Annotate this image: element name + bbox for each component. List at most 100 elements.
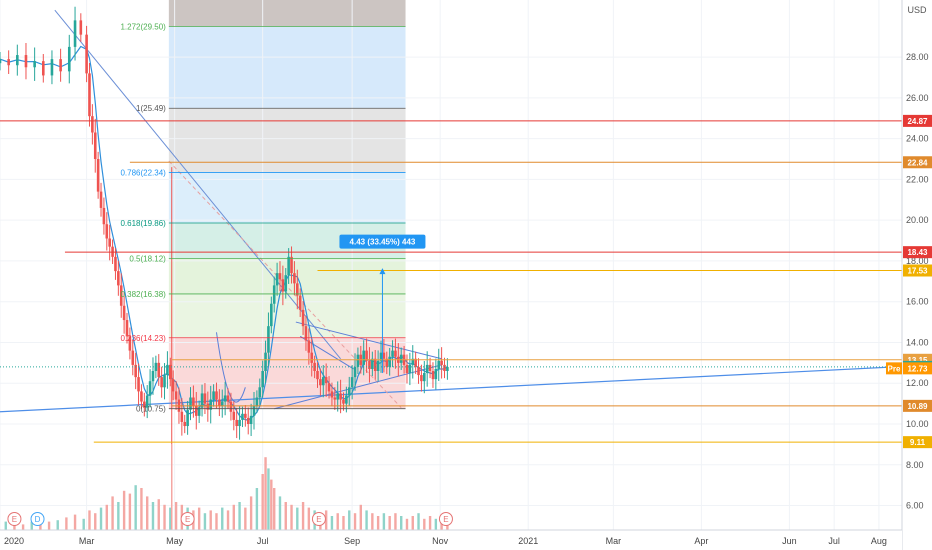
candle-body (186, 409, 189, 427)
candle-body (197, 407, 201, 416)
pre-market-tag: Pre (888, 364, 901, 373)
fib-zone-5 (168, 258, 406, 294)
candle-body (171, 379, 175, 392)
candle-body (437, 360, 441, 369)
volume-bar (382, 513, 386, 530)
triangle-lower-line[interactable] (274, 364, 442, 410)
triangle-upper-line[interactable] (295, 321, 442, 360)
level-badge-22.84: 22.84 (907, 158, 928, 167)
candle-body (189, 397, 192, 410)
candle-body (24, 55, 28, 68)
candle-body (324, 377, 328, 384)
candle-body (440, 360, 443, 365)
fib-zone-6 (168, 293, 406, 338)
volume-bar (169, 507, 172, 530)
candle-body (434, 368, 438, 380)
horizontal-levels (0, 120, 902, 443)
candle-body (399, 354, 403, 363)
volume-bar (284, 502, 287, 530)
volume-bar (65, 517, 68, 530)
fib-zone-2 (168, 108, 406, 173)
volume-bar (4, 521, 7, 530)
candle-body (160, 377, 163, 388)
candle-body (394, 350, 397, 357)
candle-body (114, 256, 117, 272)
volume-bar (296, 507, 299, 530)
candle-body (333, 397, 337, 400)
candle-body (249, 415, 253, 424)
candle-body (443, 364, 446, 371)
event-marker-D[interactable] (30, 512, 45, 526)
candle-body (220, 401, 224, 406)
time-tick-label: 2020 (4, 536, 24, 546)
candle-body (379, 352, 383, 361)
time-tick-label: Jun (782, 536, 797, 546)
long-downtrend-line[interactable] (54, 9, 341, 360)
volume-bar (394, 513, 397, 530)
candle-body (194, 405, 198, 416)
candle-body (93, 132, 97, 159)
level-badge-17.53-bg (903, 264, 932, 277)
volume-bar (264, 457, 267, 530)
level-badge-10.89: 10.89 (907, 402, 928, 411)
candle-body (330, 391, 334, 398)
volume-bar (203, 513, 207, 530)
candle-body (339, 393, 342, 400)
event-marker-E[interactable] (7, 512, 22, 526)
candle-body (125, 320, 129, 337)
level-badge-10.89-bg (903, 399, 932, 412)
price-tick-label: 28.00 (906, 52, 929, 62)
candle-body (321, 377, 325, 386)
candle-body (137, 377, 140, 392)
price-tick-label: 16.00 (906, 297, 929, 307)
fib-zones (168, 0, 406, 409)
candle-body (281, 279, 285, 292)
volume-bar (376, 516, 380, 530)
event-marker-E[interactable] (311, 512, 326, 526)
event-marker-label: E (12, 515, 17, 524)
candle-body (105, 224, 109, 239)
volume-bar (342, 516, 345, 530)
event-marker-E[interactable] (438, 512, 453, 526)
level-badge-24.87: 24.87 (907, 117, 928, 126)
candle-body (212, 391, 215, 400)
volume-bar (273, 488, 276, 530)
candle-body (258, 387, 262, 398)
event-marker-label: D (35, 515, 41, 524)
candle-body (295, 283, 299, 296)
volume-bar (267, 468, 270, 530)
candle-body (192, 397, 195, 406)
price-tick-label: 6.00 (906, 501, 924, 511)
volume-bar (324, 510, 328, 530)
volume-bar (232, 504, 235, 530)
measure-label: 4.43 (33.45%) 443 (350, 238, 416, 247)
volume-bar (128, 493, 132, 530)
price-range-measure: 4.43 (33.45%) 443 (339, 234, 426, 374)
candle-body (272, 285, 276, 304)
candle-body (96, 159, 100, 192)
candle-body (313, 362, 316, 371)
candle-body (99, 191, 103, 208)
candle-body (270, 303, 273, 327)
candle-body (362, 350, 365, 365)
candle-body (275, 273, 279, 286)
event-marker-E[interactable] (180, 512, 195, 526)
candle-body (350, 377, 354, 388)
fib-label-2: 0.786(22.34) (120, 168, 166, 177)
price-tick-label: 18.00 (906, 256, 929, 266)
fib-label-5: 0.382(16.38) (120, 290, 166, 299)
volume-bar (440, 521, 443, 530)
candle-body (88, 73, 91, 117)
candle-body (345, 395, 348, 404)
time-tick-label: Nov (432, 536, 449, 546)
volume-bar (249, 496, 253, 530)
candle-body (417, 366, 420, 376)
candle-body (287, 256, 290, 276)
measure-box[interactable] (339, 234, 426, 249)
candle-body (252, 405, 256, 416)
candle-body (41, 61, 45, 76)
candles (0, 6, 449, 530)
candle-body (244, 413, 247, 418)
candle-body (154, 362, 158, 371)
